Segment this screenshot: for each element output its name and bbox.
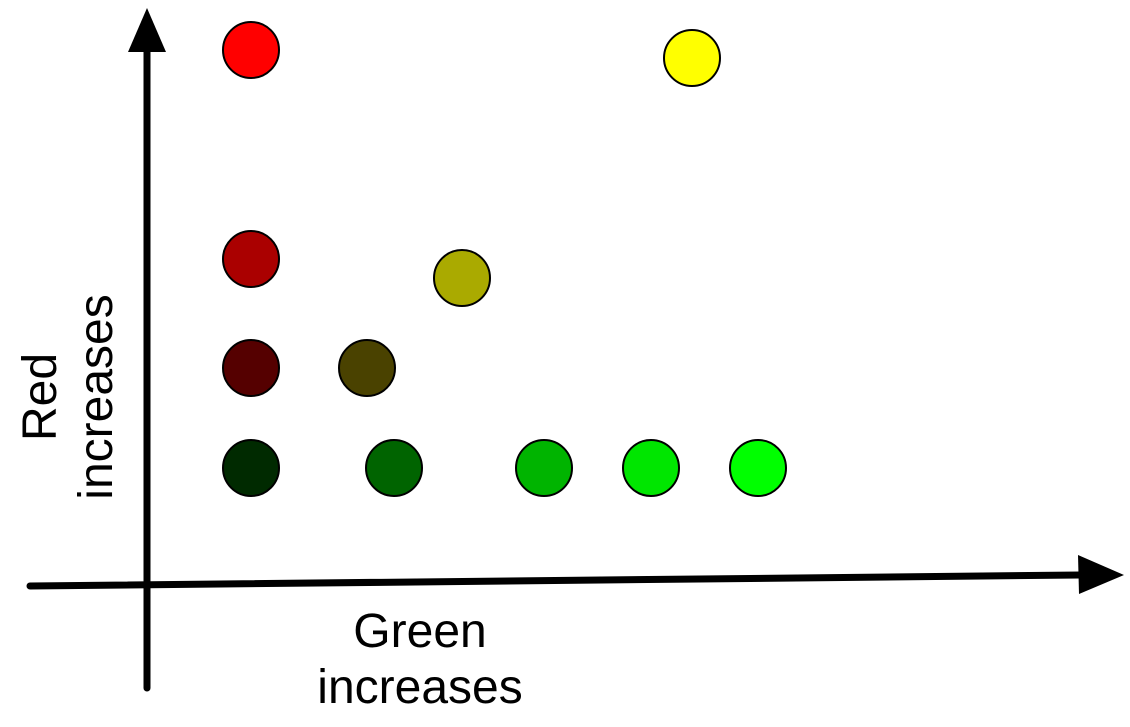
x-axis-arrowhead [1078, 555, 1124, 594]
x-axis-label-line-2: increases [317, 661, 523, 714]
color-dot [222, 230, 280, 288]
y-axis-label-line-1: Red [14, 352, 67, 442]
y-axis-arrowhead [128, 8, 166, 52]
x-axis-label: Green increases [300, 604, 540, 716]
color-dot [515, 439, 573, 497]
color-dot [663, 29, 721, 87]
color-dot [222, 21, 280, 79]
color-dot [433, 249, 491, 307]
color-dot [622, 439, 680, 497]
color-dots [222, 21, 787, 497]
color-dot [222, 339, 280, 397]
color-dot [222, 439, 280, 497]
y-axis-label-line-2: increases [70, 294, 123, 500]
color-dot [338, 339, 396, 397]
color-dot [729, 439, 787, 497]
x-axis-line [26, 571, 1084, 590]
x-axis-label-line-1: Green [353, 605, 487, 658]
y-axis-label: Red increases [13, 277, 125, 517]
color-dot [365, 439, 423, 497]
